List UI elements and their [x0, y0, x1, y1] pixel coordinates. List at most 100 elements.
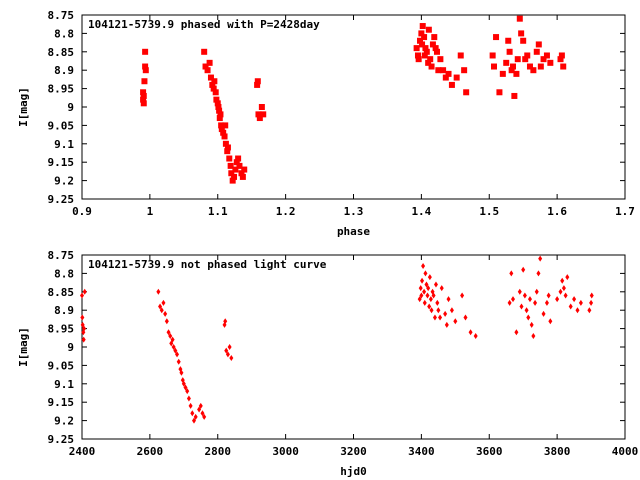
data-point [140, 92, 147, 99]
data-point [418, 285, 423, 292]
data-point [163, 310, 168, 317]
data-point [558, 52, 565, 59]
data-point [425, 26, 432, 33]
data-point [516, 15, 523, 22]
data-point [439, 285, 444, 292]
phased-x-tick-label: 0.9 [72, 205, 92, 218]
data-point [421, 34, 428, 41]
data-point [587, 307, 592, 314]
data-point [183, 384, 188, 391]
data-point [227, 344, 232, 350]
data-point [446, 296, 451, 303]
data-point [536, 270, 541, 277]
unphased-y-tick-label: 9.25 [48, 433, 75, 446]
data-point [560, 277, 565, 284]
data-point [260, 111, 267, 118]
data-point [555, 296, 560, 303]
data-point [140, 100, 147, 107]
phased-light-curve-panel: 0.9 1 1.1 1.2 1.3 1.4 1.5 1.6 1.7 8.75 8.8 8.85 8.9 8… [17, 9, 635, 238]
data-point [225, 351, 230, 358]
data-point [463, 314, 468, 321]
data-point [235, 155, 242, 162]
data-point [238, 170, 245, 177]
unphased-y-tick-label: 9.05 [48, 359, 75, 372]
data-point [202, 63, 209, 70]
data-point [142, 48, 149, 55]
phased-plot-frame [81, 14, 626, 200]
phased-y-tick-label: 8.9 [54, 64, 74, 77]
data-point [171, 344, 176, 350]
phased-data-points [140, 15, 567, 184]
data-point [159, 307, 164, 314]
phased-x-tick-label: 1.1 [208, 205, 228, 218]
data-point [254, 81, 261, 88]
data-point [428, 63, 435, 70]
data-point [191, 417, 196, 424]
unphased-y-tick-label: 9.15 [48, 396, 75, 409]
data-point [161, 299, 166, 306]
data-point [211, 78, 218, 85]
phased-y-tick-label: 9.1 [54, 138, 74, 151]
data-point [511, 296, 516, 303]
unphased-y-tick-label: 8.95 [48, 323, 75, 336]
data-point [513, 70, 520, 77]
data-point [568, 303, 573, 310]
data-point [524, 307, 529, 314]
data-point [229, 355, 234, 362]
data-point [506, 48, 513, 55]
data-point [535, 41, 542, 48]
data-point [140, 89, 147, 96]
data-point [425, 59, 432, 66]
data-point [499, 70, 506, 77]
data-point [519, 303, 524, 310]
data-point [442, 74, 449, 81]
data-point [185, 388, 190, 395]
data-point [80, 292, 84, 299]
data-point [254, 78, 261, 85]
unphased-x-axis-label: hjd0 [340, 465, 367, 478]
data-point [509, 270, 514, 277]
data-point [514, 56, 521, 63]
data-point [543, 52, 550, 59]
data-point [215, 104, 222, 110]
data-point [429, 41, 436, 48]
data-point [432, 45, 439, 52]
data-point [431, 34, 438, 41]
data-point [514, 329, 519, 336]
data-point [427, 303, 432, 310]
data-point [505, 37, 512, 44]
data-point [489, 52, 496, 59]
unphased-y-tick-label: 8.9 [54, 304, 74, 317]
data-point [419, 292, 424, 299]
data-point [433, 281, 438, 288]
data-point [563, 292, 568, 299]
data-point [181, 380, 186, 387]
data-point [558, 288, 563, 295]
phased-y-tick-label: 9 [67, 101, 74, 114]
data-point [534, 288, 539, 295]
data-point [511, 92, 518, 99]
data-point [423, 48, 430, 55]
data-point [453, 74, 460, 81]
data-point [524, 52, 531, 59]
data-point [438, 314, 443, 321]
unphased-y-tick-label: 9 [67, 341, 74, 354]
data-point [141, 78, 148, 85]
data-point [164, 318, 169, 325]
data-point [198, 402, 203, 409]
data-point [414, 52, 421, 59]
data-point [210, 85, 217, 92]
data-point [461, 67, 468, 74]
data-point [565, 274, 570, 281]
data-point [222, 122, 229, 129]
data-point [429, 307, 434, 314]
unphased-x-tick-label: 3200 [340, 445, 367, 458]
data-point [241, 166, 248, 173]
data-point [142, 67, 149, 74]
data-point [589, 292, 594, 299]
data-point [200, 410, 205, 417]
unphased-x-tick-label: 3600 [476, 445, 503, 458]
data-point [533, 299, 538, 306]
data-point [218, 122, 225, 129]
